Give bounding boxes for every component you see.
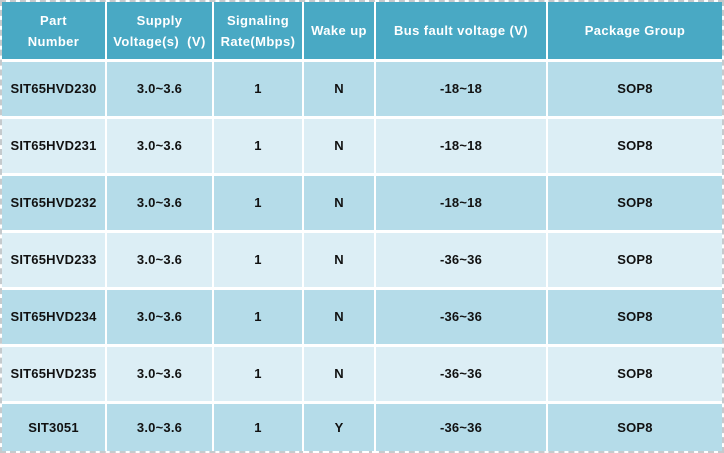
cell-supply-voltage: 3.0~3.6: [107, 62, 214, 119]
table-row: SIT3051 3.0~3.6 1 Y -36~36 SOP8: [2, 403, 722, 451]
cell-package-group: SOP8: [548, 289, 722, 347]
column-header-part-number: Part Number: [2, 2, 107, 62]
cell-supply-voltage: 3.0~3.6: [107, 232, 214, 290]
column-header-label: Signaling: [226, 12, 290, 28]
cell-wake-up: N: [304, 346, 376, 404]
cell-package-group: SOP8: [548, 118, 722, 176]
cell-signaling-rate: 1: [214, 232, 304, 290]
cell-supply-voltage: 3.0~3.6: [107, 118, 214, 176]
cell-supply-voltage: 3.0~3.6: [107, 289, 214, 347]
cell-package-group: SOP8: [548, 403, 722, 451]
column-header-supply-voltage: Supply Voltage(s) (V): [107, 2, 214, 62]
column-header-label: Voltage(s) (V): [113, 33, 206, 49]
cell-package-group: SOP8: [548, 232, 722, 290]
table-row: SIT65HVD232 3.0~3.6 1 N -18~18 SOP8: [2, 175, 722, 233]
column-header-package-group: Package Group: [548, 2, 722, 62]
cell-wake-up: N: [304, 118, 376, 176]
cell-signaling-rate: 1: [214, 289, 304, 347]
cell-part-number: SIT65HVD230: [2, 62, 107, 119]
cell-signaling-rate: 1: [214, 118, 304, 176]
header-row: Part Number Supply Voltage(s) (V) Signaling R…: [2, 2, 722, 62]
column-header-label: Bus fault voltage (V): [393, 23, 529, 38]
cell-bus-fault-voltage: -36~36: [376, 232, 548, 290]
column-header-signaling-rate: Signaling Rate(Mbps): [214, 2, 304, 62]
cell-part-number: SIT65HVD234: [2, 289, 107, 347]
cell-package-group: SOP8: [548, 346, 722, 404]
cell-wake-up: N: [304, 232, 376, 290]
cell-bus-fault-voltage: -36~36: [376, 403, 548, 451]
cell-supply-voltage: 3.0~3.6: [107, 346, 214, 404]
cell-wake-up: N: [304, 289, 376, 347]
cell-part-number: SIT65HVD231: [2, 118, 107, 176]
cell-wake-up: N: [304, 175, 376, 233]
cell-signaling-rate: 1: [214, 346, 304, 404]
cell-part-number: SIT65HVD232: [2, 175, 107, 233]
cell-supply-voltage: 3.0~3.6: [107, 175, 214, 233]
cell-signaling-rate: 1: [214, 403, 304, 451]
table-row: SIT65HVD231 3.0~3.6 1 N -18~18 SOP8: [2, 118, 722, 176]
column-header-label: Package Group: [584, 23, 686, 38]
column-header-label: Number: [27, 33, 80, 49]
table-row: SIT65HVD230 3.0~3.6 1 N -18~18 SOP8: [2, 62, 722, 119]
cell-bus-fault-voltage: -36~36: [376, 289, 548, 347]
cell-signaling-rate: 1: [214, 175, 304, 233]
table-row: SIT65HVD235 3.0~3.6 1 N -36~36 SOP8: [2, 346, 722, 404]
cell-part-number: SIT65HVD235: [2, 346, 107, 404]
table-row: SIT65HVD233 3.0~3.6 1 N -36~36 SOP8: [2, 232, 722, 290]
cell-part-number: SIT65HVD233: [2, 232, 107, 290]
column-header-bus-fault-voltage: Bus fault voltage (V): [376, 2, 548, 62]
table-body: SIT65HVD230 3.0~3.6 1 N -18~18 SOP8 SIT65HVD23…: [2, 62, 722, 451]
cell-bus-fault-voltage: -18~18: [376, 62, 548, 119]
cell-signaling-rate: 1: [214, 62, 304, 119]
column-header-label: Wake up: [311, 23, 367, 38]
cell-bus-fault-voltage: -36~36: [376, 346, 548, 404]
table-row: SIT65HVD234 3.0~3.6 1 N -36~36 SOP8: [2, 289, 722, 347]
cell-part-number: SIT3051: [2, 403, 107, 451]
cell-bus-fault-voltage: -18~18: [376, 118, 548, 176]
cell-wake-up: Y: [304, 403, 376, 451]
column-header-label: Rate(Mbps): [220, 33, 296, 49]
cell-package-group: SOP8: [548, 175, 722, 233]
cell-bus-fault-voltage: -18~18: [376, 175, 548, 233]
cell-supply-voltage: 3.0~3.6: [107, 403, 214, 451]
cell-package-group: SOP8: [548, 62, 722, 119]
column-header-label: Supply: [136, 12, 183, 28]
column-header-label: Part: [40, 12, 67, 28]
column-header-wake-up: Wake up: [304, 2, 376, 62]
cell-wake-up: N: [304, 62, 376, 119]
